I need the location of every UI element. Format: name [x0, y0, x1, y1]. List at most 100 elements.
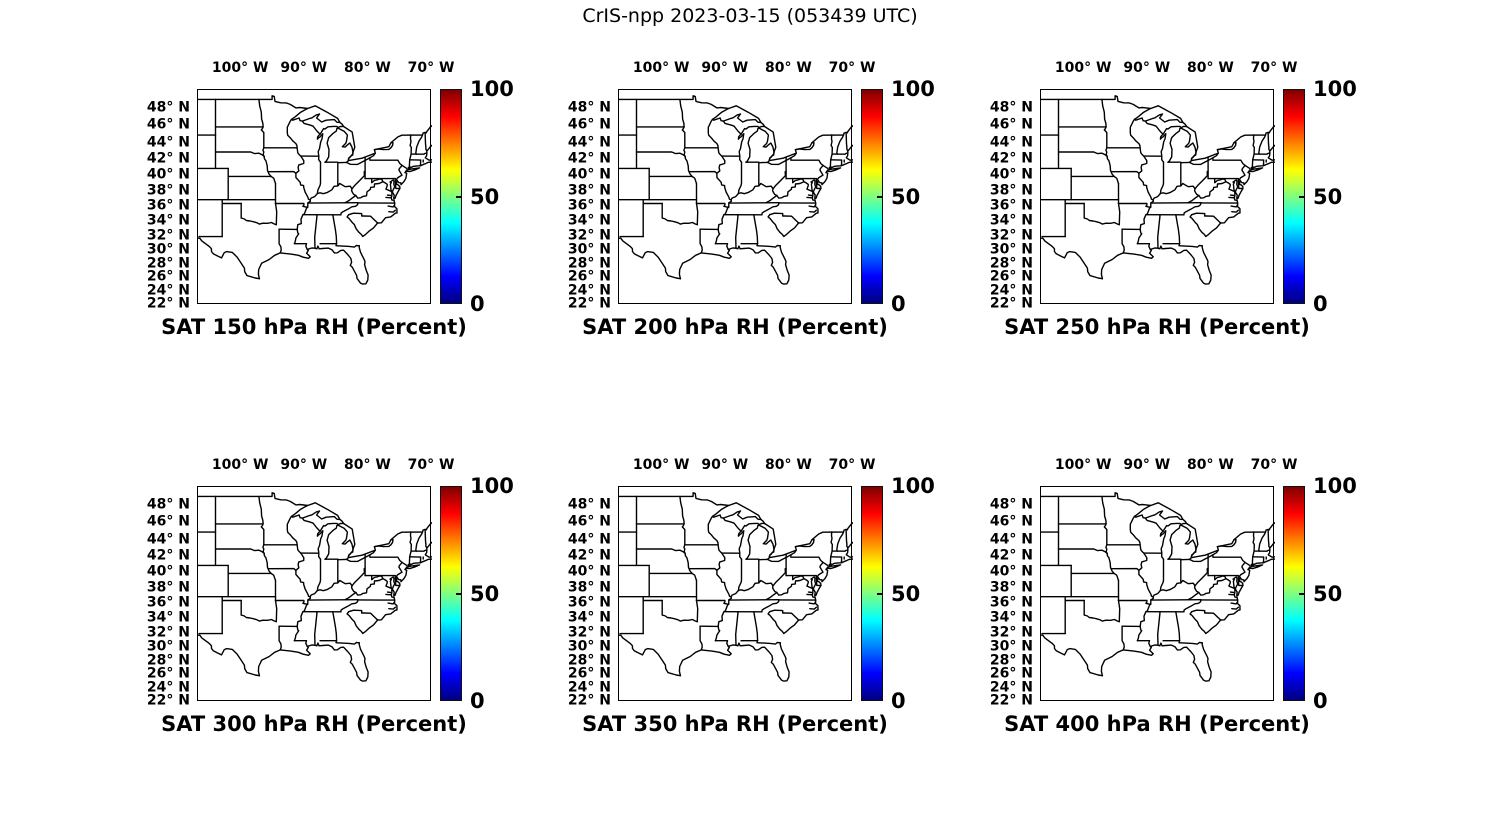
- lat-tick-label: 32° N: [146, 624, 190, 641]
- lat-tick-label: 36° N: [146, 594, 190, 611]
- lat-tick-label: 34° N: [567, 609, 611, 626]
- lat-tick-label: 42° N: [567, 150, 611, 167]
- us-state-boundaries-map: [619, 95, 853, 285]
- lon-tick-label: 70° W: [1250, 60, 1298, 76]
- lat-tick-label: 26° N: [146, 665, 190, 682]
- lon-tick-label: 80° W: [1186, 457, 1234, 473]
- lat-tick-label: 48° N: [567, 99, 611, 115]
- colorbar: [861, 89, 883, 304]
- lat-tick-label: 32° N: [989, 624, 1033, 641]
- lat-tick-label: 26° N: [989, 665, 1033, 682]
- colorbar-tick-label: 100: [891, 474, 935, 498]
- lon-tick-label: 80° W: [343, 60, 391, 76]
- lat-tick-label: 36° N: [567, 197, 611, 214]
- lat-tick-label: 40° N: [146, 166, 190, 183]
- lat-tick-label: 40° N: [567, 563, 611, 580]
- colorbar-mid-tick: [1299, 195, 1304, 198]
- lat-tick-label: 42° N: [989, 150, 1033, 167]
- colorbar-tick-label: 50: [470, 581, 500, 606]
- lat-tick-label: 30° N: [146, 638, 190, 655]
- lat-tick-label: 46° N: [989, 513, 1033, 530]
- lat-tick-label: 26° N: [146, 268, 190, 285]
- colorbar-tick-label: 0: [470, 292, 485, 316]
- map-frame: [1040, 486, 1275, 701]
- subplot-title: SAT 150 hPa RH (Percent): [161, 315, 467, 339]
- lon-tick-label: 80° W: [764, 457, 812, 473]
- map-frame: [197, 89, 432, 304]
- subplot-title: SAT 200 hPa RH (Percent): [582, 315, 888, 339]
- lat-tick-label: 48° N: [567, 496, 611, 512]
- lon-tick-label: 90° W: [280, 60, 328, 76]
- colorbar-mid-tick: [877, 592, 882, 595]
- map-frame: [197, 486, 432, 701]
- colorbar-tick-label: 0: [1313, 689, 1328, 713]
- subplot-title: SAT 350 hPa RH (Percent): [582, 712, 888, 736]
- colorbar: [861, 486, 883, 701]
- colorbar: [1283, 486, 1305, 701]
- lon-tick-label: 70° W: [828, 457, 876, 473]
- lat-tick-label: 38° N: [567, 182, 611, 199]
- subplot-sat-400hpa-rh: 100° W 90° W 80° W 70° W 48° N 46° N 44° N 42° …: [990, 457, 1357, 736]
- lat-tick-label: 46° N: [146, 513, 190, 530]
- colorbar-mid-tick: [456, 592, 461, 595]
- lat-tick-label: 30° N: [567, 638, 611, 655]
- lat-tick-label: 24° N: [989, 282, 1033, 299]
- subplot-sat-250hpa-rh: 100° W 90° W 80° W 70° W 48° N 46° N 44° N 42° …: [990, 60, 1357, 339]
- subplot-title: SAT 400 hPa RH (Percent): [1004, 712, 1310, 736]
- lat-tick-label: 28° N: [146, 652, 190, 669]
- lat-tick-label: 48° N: [989, 496, 1033, 512]
- colorbar-mid-tick: [1299, 592, 1304, 595]
- lon-tick-label: 100° W: [211, 60, 269, 76]
- lat-tick-label: 38° N: [989, 182, 1033, 199]
- lat-tick-label: 44° N: [989, 134, 1033, 151]
- us-state-boundaries-map: [198, 95, 432, 285]
- lat-tick-label: 24° N: [989, 679, 1033, 696]
- lat-tick-label: 24° N: [567, 679, 611, 696]
- colorbar: [1283, 89, 1305, 304]
- lat-tick-label: 42° N: [146, 150, 190, 167]
- colorbar-tick-label: 50: [891, 184, 921, 209]
- lat-tick-label: 40° N: [567, 166, 611, 183]
- lon-tick-label: 70° W: [828, 60, 876, 76]
- lon-tick-label: 90° W: [1123, 60, 1171, 76]
- lat-tick-label: 26° N: [989, 268, 1033, 285]
- lon-tick-label: 100° W: [1054, 457, 1112, 473]
- lat-tick-label: 24° N: [146, 282, 190, 299]
- colorbar-tick-label: 50: [891, 581, 921, 606]
- lon-tick-label: 80° W: [343, 457, 391, 473]
- us-state-boundaries-map: [1041, 95, 1275, 285]
- colorbar-tick-label: 0: [470, 689, 485, 713]
- figure-title: CrIS-npp 2023-03-15 (053439 UTC): [582, 5, 918, 27]
- lon-tick-label: 90° W: [701, 457, 749, 473]
- colorbar-tick-label: 100: [1313, 474, 1357, 498]
- colorbar-tick-label: 50: [1313, 581, 1343, 606]
- colorbar-tick-label: 0: [891, 689, 906, 713]
- lat-tick-label: 34° N: [146, 212, 190, 229]
- lat-tick-label: 28° N: [989, 255, 1033, 272]
- lat-tick-label: 22° N: [146, 692, 190, 709]
- lat-tick-label: 28° N: [567, 652, 611, 669]
- lat-tick-label: 34° N: [989, 609, 1033, 626]
- lat-tick-label: 40° N: [989, 563, 1033, 580]
- lat-tick-label: 44° N: [567, 531, 611, 548]
- colorbar-tick-label: 100: [470, 77, 514, 101]
- lat-tick-label: 32° N: [567, 227, 611, 244]
- subplot-title: SAT 250 hPa RH (Percent): [1004, 315, 1310, 339]
- lat-tick-label: 26° N: [567, 268, 611, 285]
- lat-tick-label: 22° N: [989, 692, 1033, 709]
- colorbar: [440, 89, 462, 304]
- lon-tick-label: 100° W: [632, 60, 690, 76]
- colorbar-mid-tick: [456, 195, 461, 198]
- lat-tick-label: 30° N: [567, 241, 611, 258]
- lat-tick-label: 28° N: [146, 255, 190, 272]
- subplot-title: SAT 300 hPa RH (Percent): [161, 712, 467, 736]
- map-frame: [618, 486, 853, 701]
- lat-tick-label: 44° N: [146, 531, 190, 548]
- lat-tick-label: 34° N: [146, 609, 190, 626]
- lat-tick-label: 32° N: [567, 624, 611, 641]
- lat-tick-label: 28° N: [567, 255, 611, 272]
- lon-tick-label: 80° W: [1186, 60, 1234, 76]
- lat-tick-label: 38° N: [989, 579, 1033, 596]
- colorbar-mid-tick: [877, 195, 882, 198]
- map-frame: [618, 89, 853, 304]
